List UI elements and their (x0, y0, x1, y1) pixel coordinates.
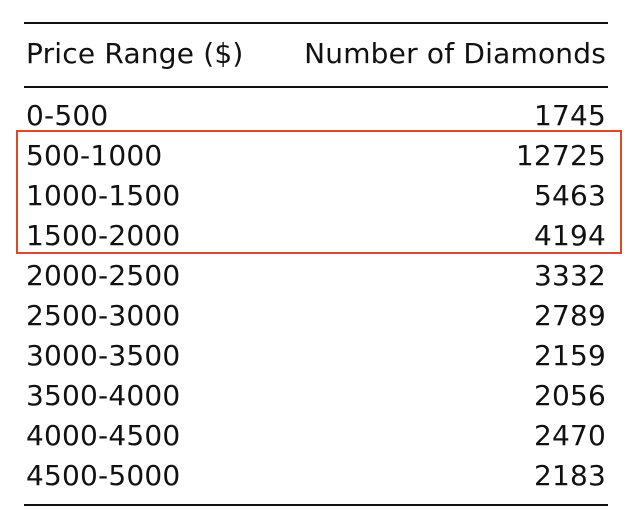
diamond-count-cell: 2183 (533, 459, 606, 492)
price-range-cell: 4500-5000 (26, 459, 181, 492)
diamond-count-cell: 5463 (533, 179, 606, 212)
table-row: 500-1000 12725 (24, 136, 608, 176)
table-body: 0-500 1745 500-1000 12725 1000-1500 5463… (24, 96, 608, 496)
diamond-count-cell: 1745 (533, 99, 606, 132)
column-header-number-of-diamonds: Number of Diamonds (304, 37, 606, 70)
table-row: 0-500 1745 (24, 96, 608, 136)
diamond-count-cell: 3332 (533, 259, 606, 292)
price-range-table: Price Range ($) Number of Diamonds 0-500… (24, 22, 608, 506)
header-row: Price Range ($) Number of Diamonds (24, 30, 608, 78)
price-range-cell: 3000-3500 (26, 339, 181, 372)
header-rule (24, 86, 608, 88)
diamond-count-cell: 12725 (515, 139, 606, 172)
table-row: 2000-2500 3332 (24, 256, 608, 296)
table-row: 2500-3000 2789 (24, 296, 608, 336)
price-range-cell: 500-1000 (26, 139, 163, 172)
diamond-count-cell: 2159 (533, 339, 606, 372)
price-range-cell: 2500-3000 (26, 299, 181, 332)
table-row: 3500-4000 2056 (24, 376, 608, 416)
diamond-count-cell: 2789 (533, 299, 606, 332)
price-range-cell: 3500-4000 (26, 379, 181, 412)
column-header-price-range: Price Range ($) (26, 37, 244, 70)
table-row: 4500-5000 2183 (24, 456, 608, 496)
table-row: 4000-4500 2470 (24, 416, 608, 456)
table-row: 1000-1500 5463 (24, 176, 608, 216)
table-row: 3000-3500 2159 (24, 336, 608, 376)
diamond-count-cell: 4194 (533, 219, 606, 252)
price-range-cell: 1500-2000 (26, 219, 181, 252)
price-range-cell: 2000-2500 (26, 259, 181, 292)
diamond-count-cell: 2056 (533, 379, 606, 412)
bottom-rule (24, 504, 608, 506)
diamond-count-cell: 2470 (533, 419, 606, 452)
price-range-cell: 0-500 (26, 99, 109, 132)
price-range-cell: 1000-1500 (26, 179, 181, 212)
top-rule (24, 22, 608, 24)
price-range-cell: 4000-4500 (26, 419, 181, 452)
table-row: 1500-2000 4194 (24, 216, 608, 256)
